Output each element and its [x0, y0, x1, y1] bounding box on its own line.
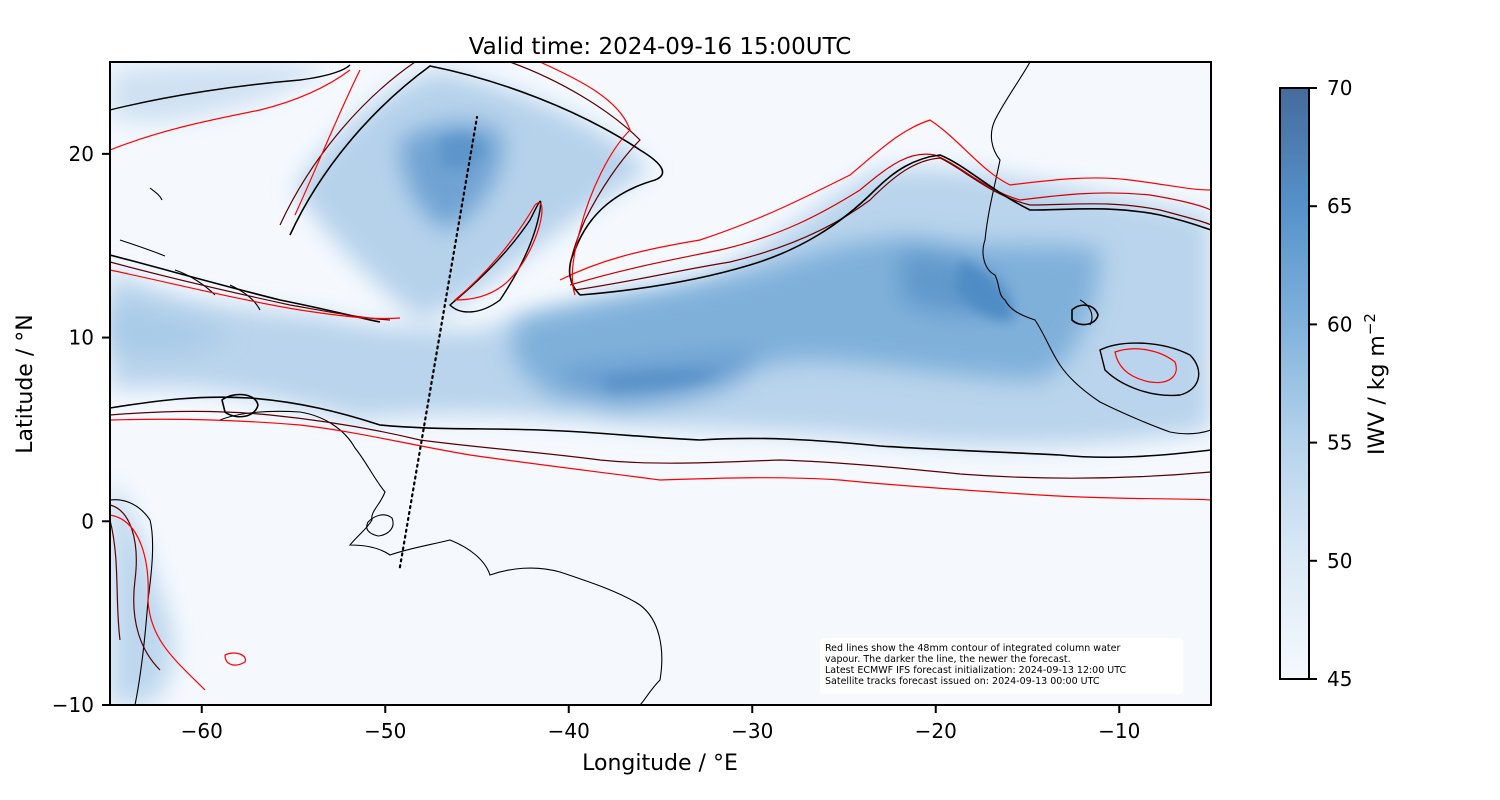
coastline-south-america: [219, 410, 663, 705]
x-tick-label: −40: [548, 719, 590, 743]
y-tick-label: 10: [69, 326, 94, 350]
colorbar-tick-label: 55: [1327, 431, 1352, 455]
x-tick-label: −60: [181, 719, 223, 743]
x-axis-ticks: −60 −50 −40 −30 −20 −10: [181, 705, 1140, 743]
y-axis-ticks: 20 10 0 −10: [52, 142, 110, 717]
satellite-track: [398, 116, 479, 569]
coastline-south-america-west: [110, 499, 154, 705]
coastline-west-africa: [982, 62, 1211, 435]
note-line-2: vapour. The darker the line, the newer t…: [825, 654, 1071, 665]
contour-south-america-west-red: [110, 514, 247, 691]
colorbar-tick-label: 70: [1327, 76, 1352, 100]
contour-north-red-1: [559, 119, 1211, 281]
note-box: Red lines show the 48mm contour of integ…: [820, 638, 1183, 694]
note-background: [820, 638, 1183, 694]
y-tick-label: 20: [69, 142, 94, 166]
contour-arc-red: [294, 62, 631, 296]
colorbar-ticks: 70 65 60 55 50 45: [1309, 76, 1352, 691]
contour-north-red-2: [569, 153, 1211, 286]
map-frame: [109, 61, 1212, 706]
colorbar-label-text: IWV / kg m: [1365, 335, 1390, 455]
note-line-3: Latest ECMWF IFS forecast initialization…: [825, 665, 1126, 676]
contour-filament-red: [453, 202, 543, 301]
contour-west-red: [110, 269, 401, 320]
x-tick-label: −10: [1098, 719, 1140, 743]
colorbar-gradient: [1279, 87, 1310, 680]
colorbar-tick-label: 60: [1327, 312, 1352, 336]
contour-west-dark: [110, 261, 391, 321]
note-line-1: Red lines show the 48mm contour of integ…: [825, 643, 1120, 654]
contour-arc-dark: [279, 62, 641, 291]
contour-north-black: [579, 154, 1211, 296]
contour-top-left-red: [110, 69, 351, 151]
x-tick-label: −50: [364, 719, 406, 743]
contour-island-east: [1099, 342, 1200, 397]
contour-south-america-west-dark: [110, 504, 161, 671]
contour-island-east-red: [1114, 348, 1177, 384]
map-title: Valid time: 2024-09-16 15:00UTC: [469, 34, 852, 60]
contour-top-left-black: [110, 64, 351, 111]
contour-south-dark: [110, 410, 1211, 479]
contour-north-dark-1: [574, 157, 1211, 291]
contour-south-black: [110, 396, 1211, 459]
colorbar-label-exponent: −2: [1361, 313, 1379, 335]
y-axis-label: Latitude / °N: [13, 314, 38, 453]
contour-filament-black: [448, 200, 542, 313]
contour-ring-small: [1071, 304, 1099, 326]
x-tick-label: −20: [915, 719, 957, 743]
iwv-field: [110, 62, 1211, 705]
colorbar: 70 65 60 55 50 45 IWV / kg m−2: [1279, 76, 1390, 691]
note-line-4: Satellite tracks forecast issued on: 202…: [825, 676, 1100, 687]
coastline-amazon-delta: [366, 514, 394, 537]
iwv-contours: [110, 62, 1211, 691]
y-tick-label: −10: [52, 693, 94, 717]
colorbar-tick-label: 50: [1327, 549, 1352, 573]
colorbar-label: IWV / kg m−2: [1361, 313, 1390, 455]
colorbar-tick-label: 45: [1327, 667, 1352, 691]
colorbar-tick-label: 65: [1327, 194, 1352, 218]
contour-caribbean-ring: [221, 393, 259, 418]
x-axis-label: Longitude / °E: [582, 751, 738, 776]
map-panel: Red lines show the 48mm contour of integ…: [109, 61, 1212, 706]
y-tick-label: 0: [81, 509, 94, 533]
contour-south-red: [110, 418, 1211, 501]
x-tick-label: −30: [731, 719, 773, 743]
